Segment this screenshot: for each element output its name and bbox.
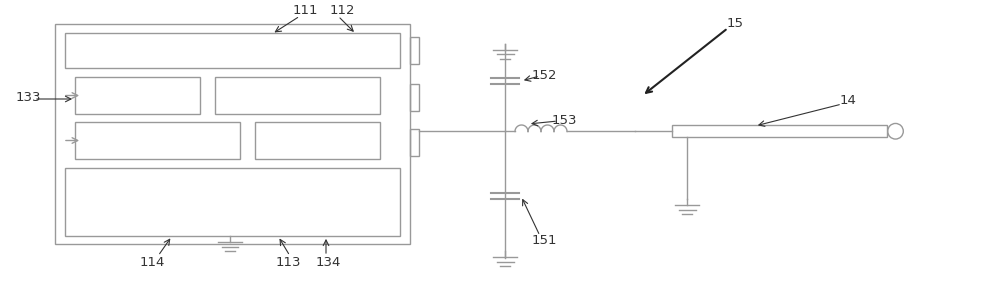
Bar <box>410 37 419 64</box>
Text: 14: 14 <box>840 94 856 108</box>
Bar <box>255 122 380 159</box>
Bar <box>410 84 419 111</box>
Text: 111: 111 <box>292 3 318 17</box>
Bar <box>75 77 200 114</box>
Text: 134: 134 <box>315 255 341 269</box>
Text: 153: 153 <box>551 114 577 128</box>
Text: 15: 15 <box>726 17 744 31</box>
Text: 114: 114 <box>139 255 165 269</box>
Text: 152: 152 <box>531 69 557 82</box>
Bar <box>65 168 400 236</box>
Bar <box>410 129 419 156</box>
Text: 112: 112 <box>329 3 355 17</box>
Bar <box>65 33 400 68</box>
Bar <box>55 24 410 244</box>
Bar <box>75 122 240 159</box>
Bar <box>215 77 380 114</box>
Text: 113: 113 <box>275 255 301 269</box>
Bar <box>672 126 887 137</box>
Text: 133: 133 <box>15 92 41 104</box>
Text: 151: 151 <box>531 233 557 247</box>
